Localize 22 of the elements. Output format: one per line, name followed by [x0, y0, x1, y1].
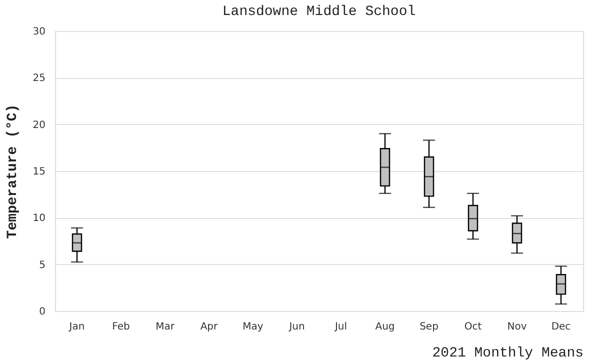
x-tick-label: May — [242, 322, 264, 332]
y-tick-label: 0 — [39, 306, 46, 318]
y-tick-label: 10 — [32, 213, 46, 224]
x-tick-label: Jul — [334, 322, 348, 332]
chart-title: Lansdowne Middle School — [222, 4, 416, 20]
y-tick-label: 30 — [32, 26, 46, 38]
x-tick-label: Feb — [112, 322, 130, 332]
y-tick-label: 25 — [32, 73, 46, 84]
x-tick-label: Nov — [507, 322, 527, 332]
x-tick-label: Aug — [375, 322, 395, 332]
x-tick-label: Jan — [68, 322, 85, 332]
y-axis-title: Temperature (°C) — [4, 104, 21, 239]
x-axis-title: 2021 Monthly Means — [432, 346, 584, 360]
x-tick-label: Jun — [288, 322, 305, 332]
y-tick-label: 20 — [32, 120, 46, 131]
x-tick-label: Mar — [156, 322, 176, 332]
y-tick-label: 15 — [32, 166, 46, 178]
x-tick-label: Apr — [200, 322, 219, 332]
x-tick-label: Dec — [551, 322, 571, 332]
y-tick-label: 5 — [39, 260, 46, 271]
x-tick-label: Sep — [420, 322, 438, 332]
x-tick-label: Oct — [464, 322, 482, 332]
